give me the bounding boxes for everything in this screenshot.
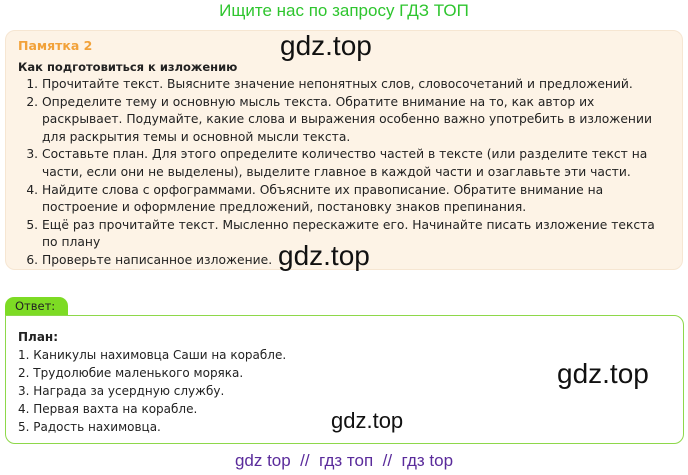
watermark: gdz.top <box>280 30 372 61</box>
answer-tab: Ответ: <box>5 297 68 316</box>
search-banner: Ищите нас по запросу ГДЗ ТОП <box>219 1 469 20</box>
plan-item: 1. Каникулы нахимовца Саши на корабле. <box>18 348 287 362</box>
memo-step: Найдите слова с орфограммами. Объясните … <box>42 182 672 217</box>
footer-links: gdz top // гдз топ // гдз top <box>234 451 454 470</box>
memo-heading: Как подготовиться к изложению <box>18 60 238 74</box>
memo-step: Составьте план. Для этого определите кол… <box>42 146 672 181</box>
answer-heading: План: <box>18 330 59 344</box>
plan-item: 5. Радость нахимовца. <box>18 420 161 434</box>
memo-step: Определите тему и основную мысль текста.… <box>42 94 672 147</box>
memo-box: Памятка 2 Как подготовиться к изложению … <box>5 30 683 270</box>
watermark: gdz.top <box>331 408 404 433</box>
watermark: gdz.top <box>557 358 649 389</box>
answer-box: План: 1. Каникулы нахимовца Саши на кора… <box>5 315 684 444</box>
memo-step: Прочитайте текст. Выясните значение непо… <box>42 76 672 94</box>
watermark: gdz.top <box>278 240 370 271</box>
memo-step: Проверьте написанное изложение. <box>42 252 672 270</box>
plan-item: 3. Награда за усердную службу. <box>18 384 225 398</box>
memo-title: Памятка 2 <box>18 38 93 53</box>
memo-steps: Прочитайте текст. Выясните значение непо… <box>6 76 672 270</box>
plan-item: 4. Первая вахта на корабле. <box>18 402 198 416</box>
memo-step: Ещё раз прочитайте текст. Мысленно перес… <box>42 217 672 252</box>
plan-item: 2. Трудолюбие маленького моряка. <box>18 366 244 380</box>
plan-list: 1. Каникулы нахимовца Саши на корабле. 2… <box>18 346 286 436</box>
